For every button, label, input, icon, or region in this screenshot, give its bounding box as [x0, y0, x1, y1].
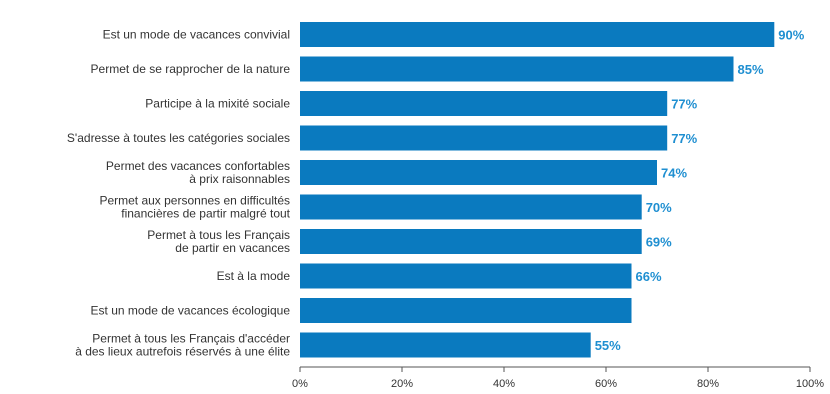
value-label-1: 85% — [738, 62, 764, 77]
x-tick-label-5: 100% — [796, 378, 824, 390]
category-label-line: Permet des vacances confortables — [106, 159, 290, 173]
value-label-7: 66% — [636, 269, 662, 284]
category-label-line: Est à la mode — [217, 269, 291, 283]
category-label-4: Permet des vacances confortables à prix r… — [106, 159, 290, 186]
category-labels-group: Est un mode de vacances convivial Permet … — [67, 28, 291, 359]
category-label-line: à prix raisonnables — [189, 172, 290, 186]
x-tick-label-2: 40% — [493, 378, 515, 390]
category-label-8: Est un mode de vacances écologique — [91, 304, 291, 318]
category-label-3: S'adresse à toutes les catégories social… — [67, 131, 290, 145]
bar-3 — [300, 125, 668, 151]
value-labels-group: 90% 85% 77% 77% 74% 70% 69% 66% 55% — [595, 28, 805, 354]
value-label-9: 55% — [595, 338, 621, 353]
value-label-2: 77% — [671, 97, 697, 112]
bar-5 — [300, 194, 642, 220]
category-label-6: Permet à tous les Français de partir en v… — [147, 228, 290, 255]
category-label-line: Participe à la mixité sociale — [145, 97, 290, 111]
category-label-line: Est un mode de vacances écologique — [91, 304, 291, 318]
value-label-0: 90% — [778, 28, 804, 43]
bar-2 — [300, 91, 668, 116]
category-label-line: financières de partir malgré tout — [121, 207, 290, 221]
bar-6 — [300, 229, 642, 254]
category-label-line: S'adresse à toutes les catégories social… — [67, 131, 290, 145]
category-label-5: Permet aux personnes en difficultés finan… — [99, 194, 290, 221]
bar-0 — [300, 22, 775, 47]
category-label-line: Permet à tous les Français — [147, 228, 290, 242]
bar-1 — [300, 56, 734, 82]
x-tick-label-0: 0% — [292, 378, 308, 390]
bar-8 — [300, 298, 632, 323]
value-label-6: 69% — [646, 235, 672, 250]
value-label-4: 74% — [661, 166, 687, 181]
bar-9 — [300, 332, 591, 358]
x-tick-label-3: 60% — [595, 378, 617, 390]
value-label-5: 70% — [646, 200, 672, 215]
x-tick-label-4: 80% — [697, 378, 719, 390]
category-label-line: Permet aux personnes en difficultés — [99, 194, 290, 208]
value-label-3: 77% — [671, 131, 697, 146]
category-label-9: Permet à tous les Français d'accéder à de… — [75, 332, 290, 359]
category-label-7: Est à la mode — [217, 269, 291, 283]
category-label-line: Permet à tous les Français d'accéder — [92, 332, 290, 346]
category-label-line: Permet de se rapprocher de la nature — [91, 62, 291, 76]
x-tick-label-1: 20% — [391, 378, 413, 390]
x-axis-ticks-group: 0% 20% 40% 60% 80% 100% — [292, 367, 824, 390]
bar-4 — [300, 160, 657, 185]
bars-group — [300, 22, 775, 358]
category-label-line: de partir en vacances — [175, 241, 290, 255]
category-label-line: à des lieux autrefois réservés à une éli… — [75, 345, 290, 359]
category-label-line: Est un mode de vacances convivial — [103, 28, 290, 42]
category-label-1: Permet de se rapprocher de la nature — [91, 62, 291, 76]
category-label-0: Est un mode de vacances convivial — [103, 28, 290, 42]
category-label-2: Participe à la mixité sociale — [145, 97, 290, 111]
bar-7 — [300, 263, 632, 289]
